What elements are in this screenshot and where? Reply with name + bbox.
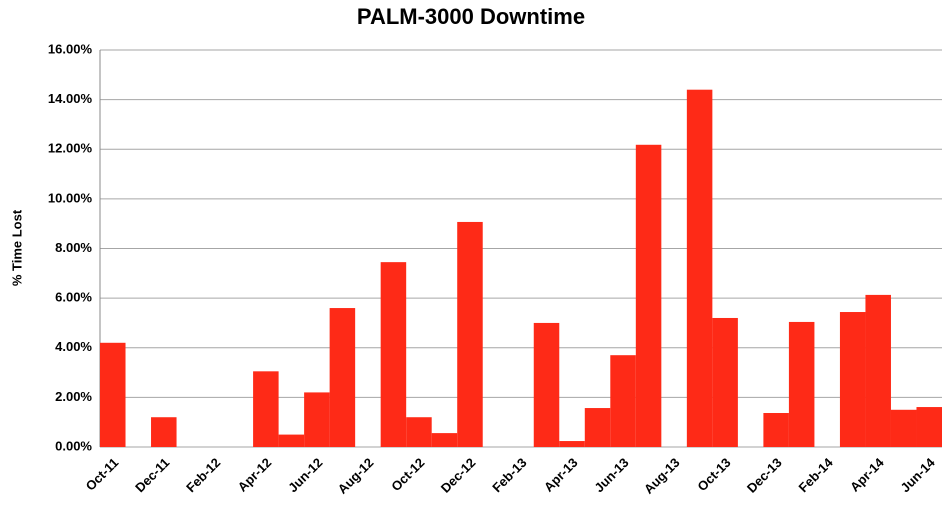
bar [431, 433, 458, 447]
bar [865, 294, 891, 447]
x-tick-label: Jun-13 [591, 455, 631, 495]
chart-title: PALM-3000 Downtime [357, 4, 585, 29]
y-tick-label: 14.00% [48, 91, 93, 106]
bar [100, 342, 126, 447]
x-tick-label: Apr-13 [541, 455, 581, 495]
bar [533, 322, 560, 447]
x-tick-label: Apr-12 [235, 455, 275, 495]
x-tick-label: Dec-12 [438, 455, 479, 496]
bar [253, 371, 279, 447]
x-tick-label: Oct-12 [388, 455, 427, 494]
bar [406, 417, 432, 447]
x-tick-label: Feb-13 [489, 455, 529, 495]
bar [380, 262, 407, 447]
y-tick-label: 4.00% [55, 339, 92, 354]
bar [916, 407, 942, 447]
bar [712, 317, 738, 447]
x-tick-label: Feb-12 [183, 455, 223, 495]
bar [890, 409, 917, 447]
y-tick-label: 2.00% [55, 389, 92, 404]
x-tick-label: Aug-13 [641, 455, 683, 497]
x-tick-label: Dec-13 [744, 455, 785, 496]
x-tick-label: Jun-12 [285, 455, 325, 495]
bar [329, 308, 356, 447]
y-tick-label: 8.00% [55, 240, 92, 255]
bar [151, 417, 177, 447]
bar [278, 434, 305, 447]
bar [584, 408, 611, 447]
x-tick-label: Aug-12 [335, 455, 377, 497]
y-tick-label: 16.00% [48, 41, 93, 56]
bar [763, 413, 789, 447]
bar [457, 221, 483, 447]
x-tick-label: Feb-14 [795, 454, 836, 495]
y-tick-label: 10.00% [48, 190, 93, 205]
bar [559, 441, 585, 447]
x-tick-label: Apr-14 [847, 454, 887, 494]
y-tick-label: 0.00% [55, 438, 92, 453]
bar [304, 392, 330, 447]
x-tick-label: Oct-11 [83, 455, 122, 494]
y-axis-label: % Time Lost [9, 209, 24, 286]
bar [686, 89, 713, 447]
y-tick-label: 12.00% [48, 141, 93, 156]
y-tick-label: 6.00% [55, 290, 92, 305]
bar [635, 144, 662, 447]
x-tick-label: Jun-14 [898, 454, 939, 495]
bar [839, 312, 866, 447]
bar [610, 355, 636, 447]
bar [788, 321, 815, 447]
x-tick-label: Oct-13 [694, 455, 733, 494]
x-tick-label: Dec-11 [132, 455, 172, 495]
